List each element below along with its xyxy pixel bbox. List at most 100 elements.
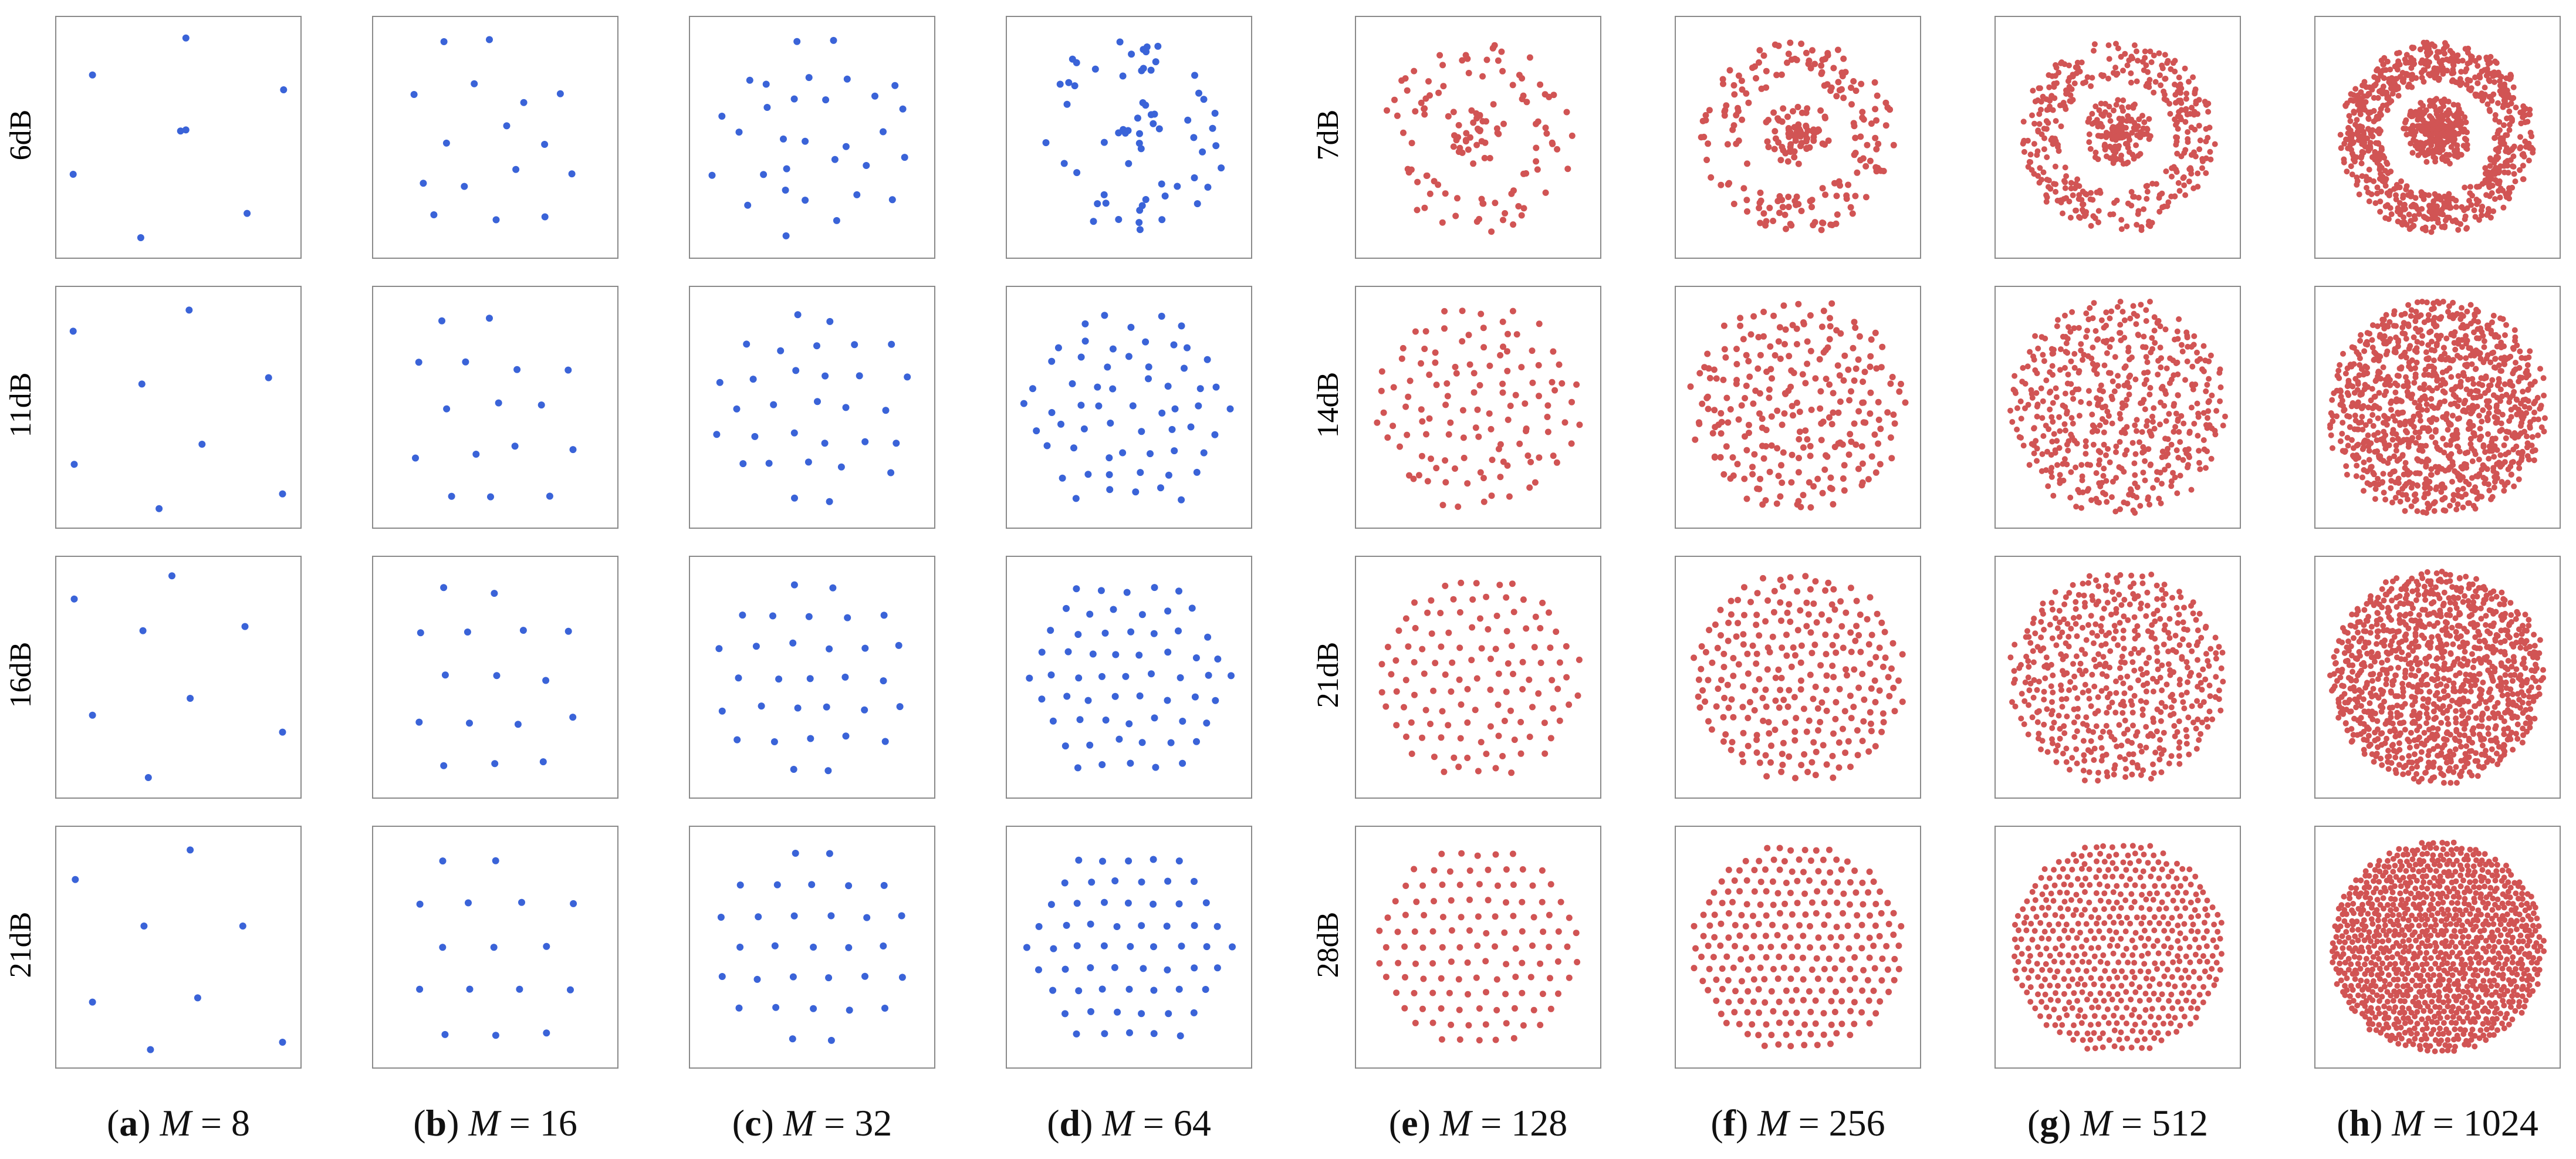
constellation-point <box>1810 483 1817 490</box>
constellation-point <box>1086 741 1094 749</box>
constellation-point <box>89 998 96 1006</box>
constellation-point <box>564 627 572 635</box>
constellation-point <box>2030 694 2037 701</box>
constellation-point <box>1419 418 1426 425</box>
constellation-point <box>2011 668 2017 674</box>
constellation-point <box>1119 449 1127 457</box>
constellation-point <box>2162 435 2168 442</box>
constellation-point <box>810 944 817 951</box>
constellation-point <box>70 461 78 468</box>
constellation-point <box>1438 1036 1445 1043</box>
constellation-point <box>2050 371 2056 378</box>
constellation-point <box>2128 79 2134 86</box>
constellation-point <box>1800 954 1806 961</box>
constellation-point <box>2156 50 2162 56</box>
constellation-point <box>543 1029 550 1037</box>
constellation-point <box>1773 72 1780 79</box>
constellation-point <box>1469 596 1476 603</box>
constellation-point <box>2036 111 2043 117</box>
constellation-point <box>1127 323 1135 331</box>
constellation-point <box>1503 1020 1510 1027</box>
constellation-point <box>2111 771 2117 778</box>
constellation-point <box>1452 465 1458 472</box>
constellation-point <box>2492 112 2499 118</box>
constellation-point <box>2030 659 2037 665</box>
constellation-point <box>1698 643 1705 650</box>
constellation-point <box>2181 420 2187 427</box>
constellation-point <box>1821 113 1828 120</box>
constellation-point <box>2517 144 2524 150</box>
constellation-point <box>1154 42 1162 50</box>
panel-frame <box>55 826 302 1069</box>
constellation-point <box>1084 697 1092 704</box>
constellation-point <box>1107 420 1114 427</box>
constellation-point <box>2138 772 2144 778</box>
constellation-point <box>2115 383 2121 389</box>
constellation-point <box>2430 224 2436 231</box>
constellation-point <box>2097 387 2103 393</box>
panel-e-row-2 <box>1355 286 1601 529</box>
constellation-point <box>2163 861 2169 867</box>
constellation-point <box>2086 959 2092 965</box>
constellation-point <box>2143 688 2149 695</box>
constellation-point <box>1737 956 1745 963</box>
constellation-point <box>2080 624 2085 631</box>
constellation-point <box>1827 474 1834 481</box>
constellation-point <box>1537 81 1544 88</box>
constellation-point <box>1177 1032 1184 1040</box>
constellation-point <box>1769 375 1775 382</box>
constellation-point <box>2090 441 2097 448</box>
constellation-point <box>2165 874 2172 880</box>
constellation-point <box>1492 851 1499 858</box>
constellation-point <box>2213 650 2219 656</box>
constellation-point <box>1102 717 1110 724</box>
constellation-point <box>2191 421 2198 427</box>
constellation-point <box>1476 1005 1483 1012</box>
constellation-point <box>2117 330 2122 336</box>
constellation-point <box>2151 611 2157 617</box>
constellation-point <box>1858 443 1865 450</box>
constellation-point <box>1766 730 1773 737</box>
constellation-point <box>2428 229 2435 235</box>
constellation-point <box>2069 976 2075 982</box>
constellation-point <box>2048 414 2055 420</box>
constellation-point <box>1710 954 1717 961</box>
constellation-point <box>2114 744 2120 749</box>
constellation-point <box>2144 188 2151 195</box>
constellation-point <box>2032 883 2039 889</box>
constellation-point <box>1837 598 1844 605</box>
constellation-point <box>1779 144 1786 150</box>
constellation-point <box>1807 1030 1814 1038</box>
constellation-point <box>1502 991 1509 998</box>
constellation-point <box>2081 982 2088 988</box>
constellation-point <box>2146 997 2152 1003</box>
constellation-point <box>822 96 830 104</box>
constellation-point <box>1509 580 1516 587</box>
constellation-point <box>1877 461 1884 468</box>
constellation-point <box>1725 419 1732 426</box>
constellation-point <box>2160 1021 2166 1027</box>
constellation-point <box>2489 97 2495 104</box>
panel-a-row-4 <box>55 826 302 1069</box>
constellation-point <box>2029 714 2036 721</box>
constellation-point <box>1395 959 1402 967</box>
constellation-point <box>2104 960 2111 967</box>
constellation-point <box>2135 765 2141 771</box>
constellation-point <box>2154 644 2160 651</box>
constellation-point <box>2084 996 2090 1003</box>
constellation-point <box>1828 421 1835 428</box>
constellation-point <box>1733 361 1740 367</box>
constellation-point <box>1077 401 1085 409</box>
constellation-point <box>1756 47 1763 54</box>
constellation-point <box>1150 856 1157 863</box>
constellation-point <box>1138 878 1145 886</box>
constellation-point <box>1820 308 1827 315</box>
constellation-point <box>1529 347 1536 354</box>
constellation-point <box>2176 611 2182 618</box>
constellation-point <box>2165 661 2172 667</box>
constellation-point <box>814 398 821 406</box>
constellation-point <box>2114 883 2120 889</box>
constellation-point <box>2143 613 2149 619</box>
constellation-point <box>2054 197 2061 204</box>
constellation-point <box>1474 406 1481 413</box>
